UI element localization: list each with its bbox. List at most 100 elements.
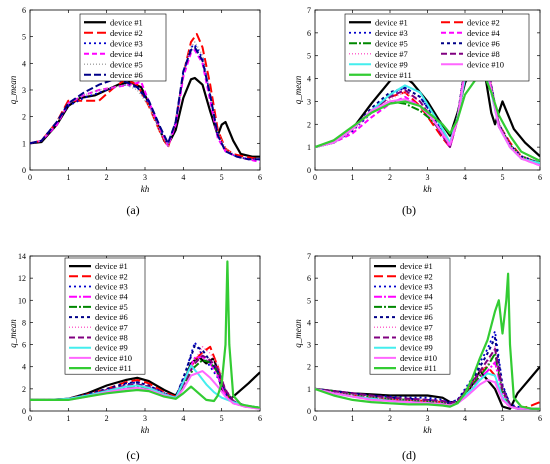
p3-y-tick-label-4: 4 (307, 318, 311, 327)
p0-x-tick-label-3: 3 (143, 173, 147, 182)
p3-x-tick-label-2: 2 (388, 414, 392, 423)
p3-y-tick-label-7: 7 (307, 252, 311, 261)
p1-y-tick-label-3: 3 (307, 97, 311, 106)
p2-legend-label-9: device #9 (95, 343, 128, 353)
p1-y-tick-label-4: 4 (307, 75, 311, 84)
p3-legend-label-2: device #2 (400, 271, 433, 281)
p2-x-tick-label-2: 2 (105, 414, 109, 423)
p3-series-line-10 (315, 379, 540, 410)
p1-x-tick-label-0: 0 (313, 173, 317, 182)
p3-series-line-8 (315, 348, 540, 410)
p1-legend-label-10: device #10 (467, 59, 504, 69)
p3-y-tick-label-2: 2 (307, 363, 311, 372)
p0-series-line-6 (30, 46, 260, 161)
p1-legend-label-7: device #7 (375, 49, 408, 59)
p3-y-tick-label-6: 6 (307, 274, 311, 283)
p2-y-tick-label-6: 12 (18, 274, 26, 283)
p0-x-tick-label-0: 0 (28, 173, 32, 182)
p3-legend-label-5: device #5 (400, 302, 433, 312)
p1-x-tick-label-3: 3 (426, 173, 430, 182)
p0-series-line-2 (30, 33, 260, 161)
p3-legend-label-1: device #1 (400, 261, 433, 271)
panel-label-d: (d) (402, 448, 416, 462)
panel-label-b: (b) (402, 203, 416, 217)
p3-legend-label-7: device #7 (400, 322, 433, 332)
p1-legend-label-3: device #3 (375, 28, 408, 38)
p2-y-tick-label-5: 10 (18, 296, 26, 305)
p2-x-axis-label: kh (141, 425, 150, 435)
p1-legend-label-11: device #11 (375, 70, 412, 80)
p3-x-tick-label-1: 1 (351, 414, 355, 423)
p3-legend-label-3: device #3 (400, 282, 433, 292)
p2-x-tick-label-5: 5 (220, 414, 224, 423)
p2-legend-label-10: device #10 (95, 353, 132, 363)
p2-series-line-11 (30, 260, 260, 409)
p3-legend-label-10: device #10 (400, 353, 437, 363)
p0-legend-label-6: device #6 (110, 70, 143, 80)
p0-x-tick-label-4: 4 (181, 173, 185, 182)
panel-label-a: (a) (126, 203, 139, 217)
p2-legend-label-1: device #1 (95, 261, 128, 271)
p2-y-axis-label: q_mean (8, 319, 18, 348)
p1-series-group (315, 27, 540, 167)
p0-x-tick-label-5: 5 (220, 173, 224, 182)
p2-y-tick-label-2: 4 (22, 363, 26, 372)
p3-y-tick-label-3: 3 (307, 341, 311, 350)
p1-series-line-10 (315, 45, 540, 167)
p3-legend-label-11: device #11 (400, 363, 437, 373)
p2-x-tick-label-4: 4 (181, 414, 185, 423)
p3-x-tick-label-5: 5 (501, 414, 505, 423)
p0-series-line-5 (30, 41, 260, 161)
p3-y-tick-label-1: 1 (307, 385, 311, 394)
p2-y-tick-label-1: 2 (22, 385, 26, 394)
p1-y-tick-label-6: 6 (307, 29, 311, 38)
p0-legend-label-4: device #4 (110, 49, 144, 59)
p0-y-tick-label-1: 1 (22, 139, 26, 148)
p2-legend-label-11: device #11 (95, 363, 132, 373)
p1-x-tick-label-6: 6 (538, 173, 542, 182)
p3-y-tick-label-5: 5 (307, 296, 311, 305)
p3-x-tick-label-0: 0 (313, 414, 317, 423)
p2-x-tick-label-1: 1 (66, 414, 70, 423)
p1-x-tick-label-2: 2 (388, 173, 392, 182)
p2-x-tick-label-0: 0 (28, 414, 32, 423)
p2-y-tick-label-0: 0 (22, 407, 26, 416)
p3-x-tick-label-3: 3 (426, 414, 430, 423)
p1-y-tick-label-1: 1 (307, 143, 311, 152)
p2-legend-label-6: device #6 (95, 312, 128, 322)
p2-x-tick-label-6: 6 (258, 414, 262, 423)
p1-legend-label-1: device #1 (375, 17, 408, 27)
p1-legend-label-6: device #6 (467, 38, 500, 48)
p3-x-tick-label-4: 4 (463, 414, 467, 423)
p1-y-tick-label-5: 5 (307, 52, 311, 61)
p3-x-tick-label-6: 6 (538, 414, 542, 423)
p0-x-axis-label: kh (141, 184, 150, 194)
p1-y-tick-label-7: 7 (307, 6, 311, 15)
p0-y-tick-label-0: 0 (22, 166, 26, 175)
p1-series-line-11 (315, 72, 540, 162)
p0-legend-label-3: device #3 (110, 38, 143, 48)
p1-x-tick-label-5: 5 (501, 173, 505, 182)
p3-legend-box (369, 257, 451, 375)
p1-x-tick-label-1: 1 (351, 173, 355, 182)
p1-legend-label-2: device #2 (467, 17, 500, 27)
p0-y-tick-label-4: 4 (22, 59, 26, 68)
p3-series-group (315, 272, 540, 410)
p1-y-axis-label: q_mean (293, 75, 303, 104)
p0-legend-label-2: device #2 (110, 28, 143, 38)
p2-x-tick-label-3: 3 (143, 414, 147, 423)
p1-x-axis-label: kh (423, 184, 432, 194)
p0-x-tick-label-2: 2 (105, 173, 109, 182)
p0-y-tick-label-2: 2 (22, 113, 26, 122)
p1-y-tick-label-0: 0 (307, 166, 311, 175)
p1-legend-label-9: device #9 (375, 59, 408, 69)
panel-label-c: (c) (126, 448, 139, 462)
p0-legend-label-1: device #1 (110, 17, 143, 27)
p2-y-tick-label-4: 8 (22, 318, 26, 327)
p3-y-tick-label-0: 0 (307, 407, 311, 416)
p2-legend-label-5: device #5 (95, 302, 128, 312)
p0-legend-label-5: device #5 (110, 59, 143, 69)
